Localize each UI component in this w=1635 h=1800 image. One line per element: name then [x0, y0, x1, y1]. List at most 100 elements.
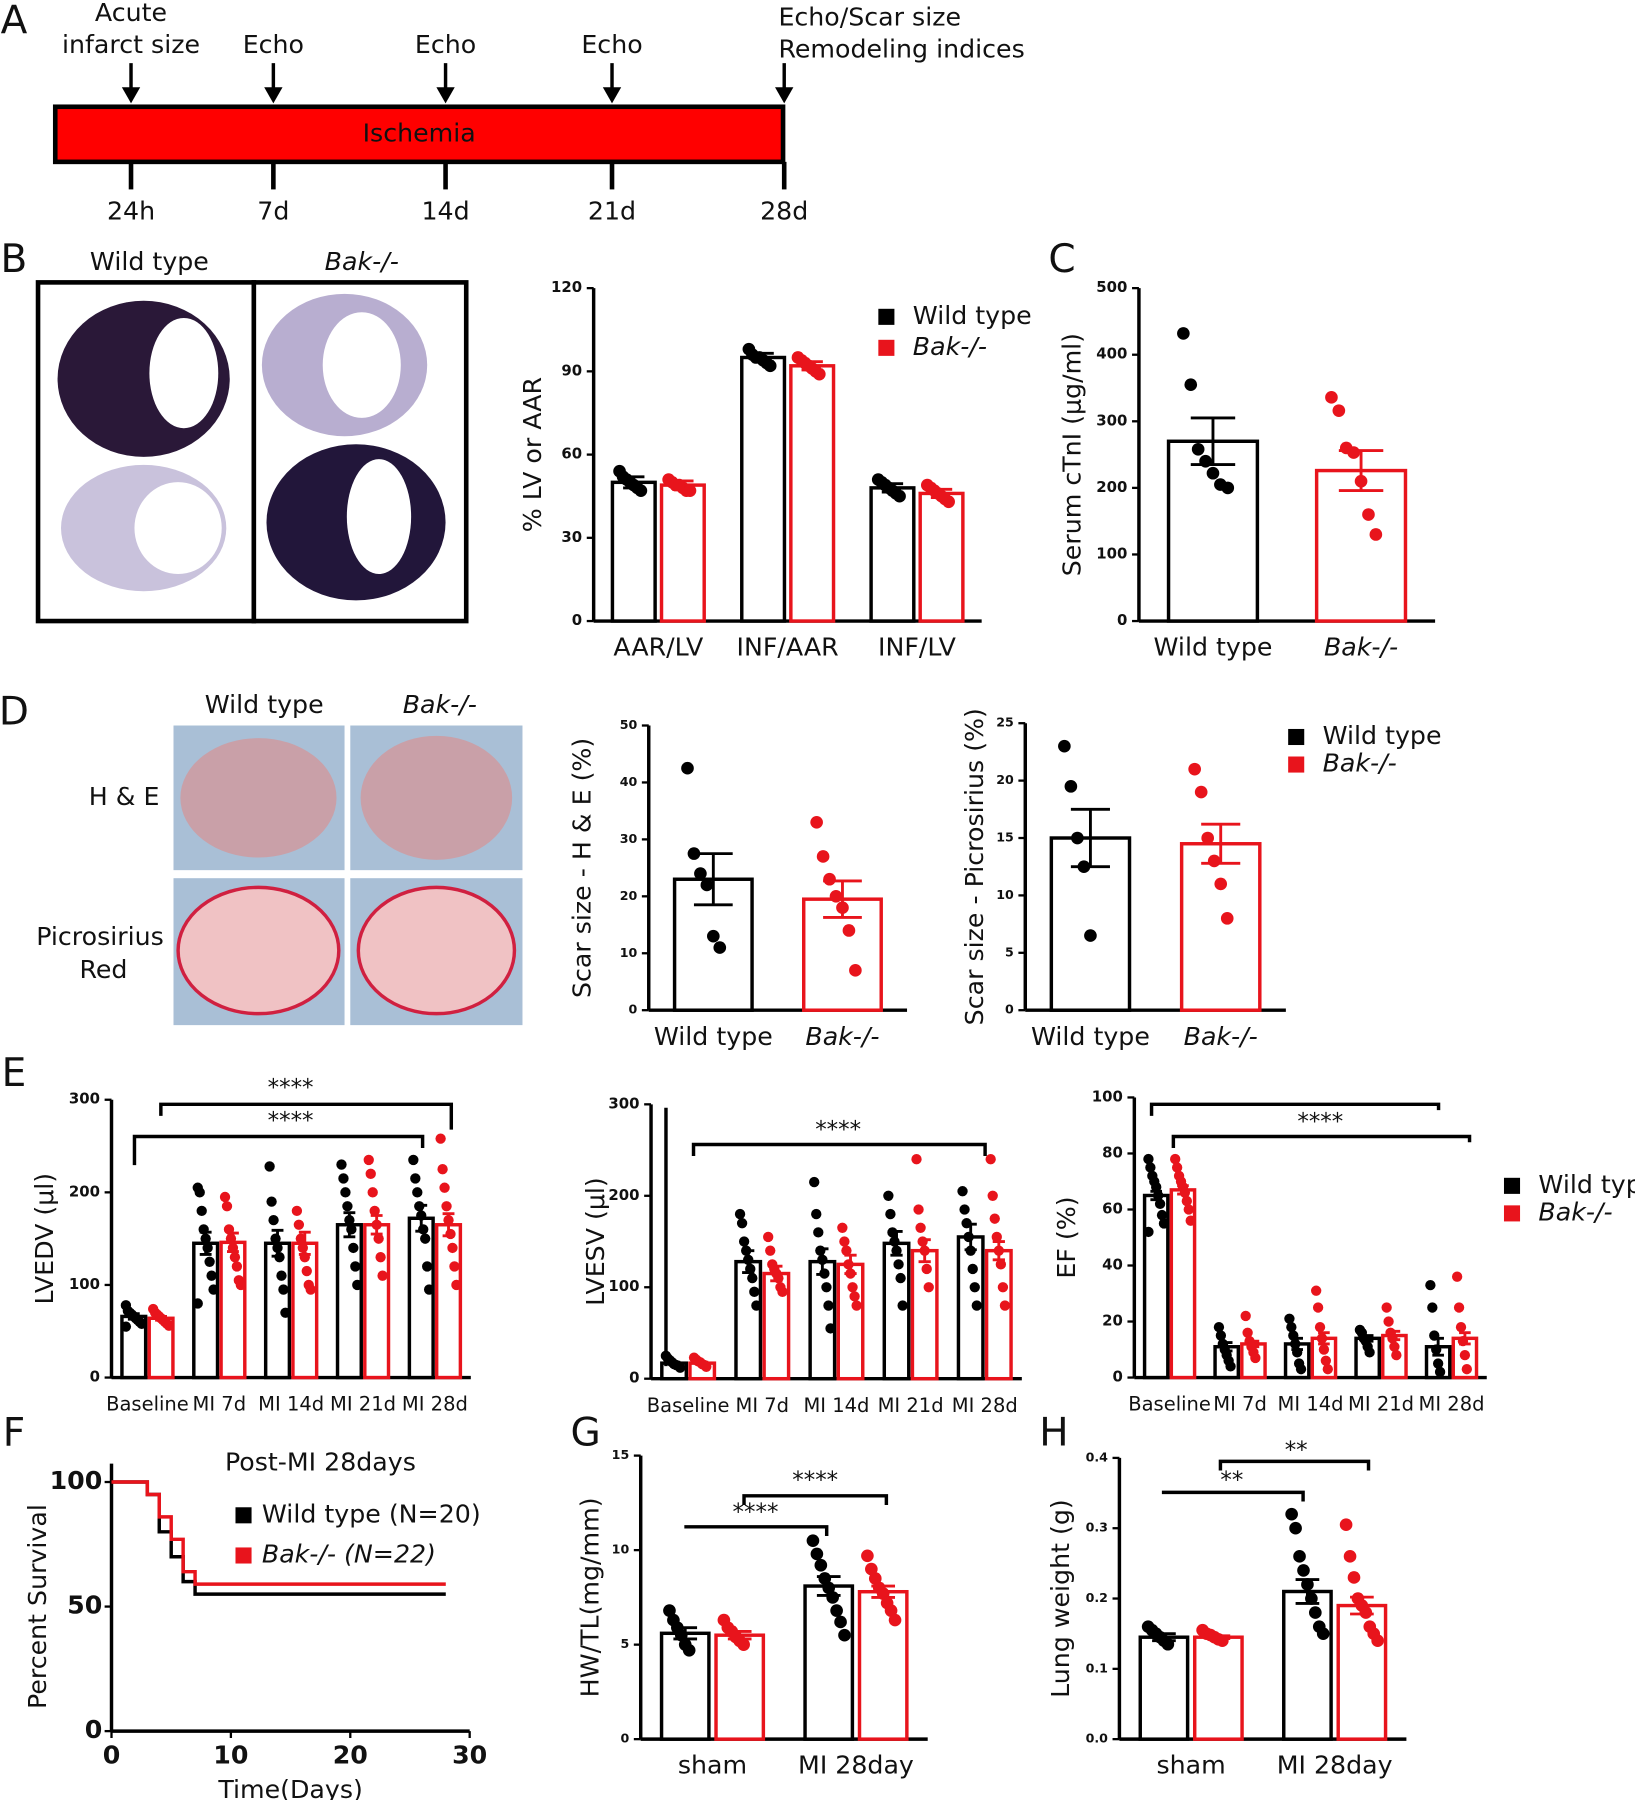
- data-point: [682, 1644, 696, 1657]
- data-point: [957, 1186, 968, 1197]
- y-tick-label: 0: [620, 1731, 629, 1746]
- y-tick-label: 10: [620, 945, 638, 960]
- data-point: [842, 924, 856, 937]
- error-bar: [964, 1222, 977, 1252]
- data-point: [747, 1272, 758, 1284]
- data-point: [1316, 1627, 1330, 1641]
- data-point: [365, 1168, 376, 1179]
- event-label: Echo/Scar size: [778, 2, 961, 31]
- data-point: [713, 941, 727, 954]
- data-point: [447, 1242, 458, 1254]
- data-point: [1339, 1518, 1353, 1532]
- event-label: infarct size: [62, 30, 200, 59]
- data-point: [1316, 1333, 1328, 1344]
- data-point: [268, 1214, 279, 1226]
- significance-bracket: [132, 1134, 425, 1166]
- y-tick-label: 40: [1102, 1256, 1123, 1274]
- y-tick-label: 15: [996, 830, 1014, 845]
- error-bar: [1350, 1595, 1374, 1616]
- bar: [714, 1633, 766, 1741]
- data-point: [1293, 1550, 1306, 1563]
- data-point: [765, 1245, 776, 1256]
- data-point: [1215, 1330, 1227, 1341]
- data-point: [1383, 1316, 1394, 1327]
- error-bar: [1295, 1578, 1320, 1605]
- data-point: [377, 1270, 388, 1281]
- data-point: [663, 1604, 676, 1617]
- bar: [1314, 468, 1408, 623]
- data-point: [1240, 1310, 1251, 1322]
- data-point: [449, 1261, 460, 1272]
- data-point: [895, 1272, 906, 1284]
- data-point: [340, 1187, 351, 1198]
- y-tick-label: 60: [1102, 1199, 1123, 1217]
- bar: [803, 1584, 855, 1741]
- data-point: [1362, 508, 1375, 521]
- legend-swatch: [1503, 1205, 1521, 1222]
- data-point: [736, 1218, 748, 1229]
- data-point: [816, 850, 830, 863]
- data-point: [204, 1256, 215, 1267]
- data-point: [408, 1154, 419, 1166]
- error-bar: [1177, 1184, 1189, 1196]
- data-point: [369, 1205, 380, 1217]
- x-tick-label: sham: [1157, 1751, 1226, 1780]
- data-point: [346, 1224, 357, 1235]
- panel-label: H: [1039, 1410, 1068, 1455]
- legend-label: Wild type: [913, 301, 1032, 330]
- error-bar: [370, 1214, 383, 1236]
- data-point: [1451, 1271, 1463, 1282]
- error-bar: [930, 487, 953, 500]
- legend-swatch: [878, 339, 895, 356]
- data-point: [777, 1286, 788, 1297]
- panel-label: E: [2, 1051, 27, 1096]
- event-label: Acute: [95, 0, 167, 27]
- error-bar: [1459, 1331, 1471, 1346]
- y-tick-label: 50: [620, 717, 638, 732]
- data-point: [1084, 929, 1097, 942]
- ischemia-bar: [52, 104, 786, 165]
- data-point: [749, 1286, 760, 1297]
- data-point: [375, 1252, 386, 1263]
- bar: [918, 491, 965, 623]
- panel-label: G: [570, 1410, 600, 1455]
- x-tick-label: Baseline: [106, 1393, 189, 1416]
- data-point: [1213, 1321, 1225, 1333]
- y-axis-label: Serum cTnI (μg/ml): [1057, 333, 1086, 576]
- error-bar: [1291, 1336, 1303, 1351]
- bar: [869, 486, 916, 623]
- data-point: [208, 1284, 219, 1295]
- error-bar: [1318, 1331, 1330, 1346]
- y-tick-label: 300: [1096, 411, 1127, 429]
- data-point: [843, 1259, 854, 1270]
- panel-label: A: [1, 0, 28, 43]
- data-point: [1391, 1349, 1402, 1361]
- error-bar: [871, 1584, 896, 1599]
- legend-swatch: [1288, 728, 1305, 746]
- legend-label: Bak-/-: [1323, 749, 1397, 778]
- x-tick-label: MI 7d: [193, 1393, 247, 1416]
- y-tick-label: 100: [1092, 1087, 1123, 1105]
- bar: [363, 1223, 391, 1380]
- significance-label: **: [1220, 1467, 1243, 1493]
- y-tick-label: 400: [1096, 345, 1127, 363]
- x-tick-label: MI 28day: [1277, 1751, 1393, 1780]
- y-tick-label: 0.0: [1086, 1731, 1109, 1746]
- data-point: [276, 1270, 287, 1281]
- y-axis-label: % LV or AAR: [518, 377, 547, 532]
- error-bar: [343, 1211, 356, 1239]
- data-point: [206, 1270, 217, 1281]
- data-point: [969, 1282, 980, 1293]
- data-point: [350, 1261, 361, 1272]
- panel-label: C: [1048, 237, 1075, 282]
- data-point: [231, 1261, 243, 1272]
- data-point: [1297, 1564, 1310, 1577]
- data-point: [1058, 739, 1071, 753]
- y-tick-label: 200: [1096, 478, 1127, 496]
- error-bar: [623, 475, 645, 490]
- x-tick-label: MI 21d: [878, 1394, 944, 1417]
- significance-bracket: [159, 1102, 454, 1130]
- data-point: [437, 1164, 448, 1175]
- error-bar: [672, 479, 694, 491]
- error-bar: [271, 1228, 284, 1258]
